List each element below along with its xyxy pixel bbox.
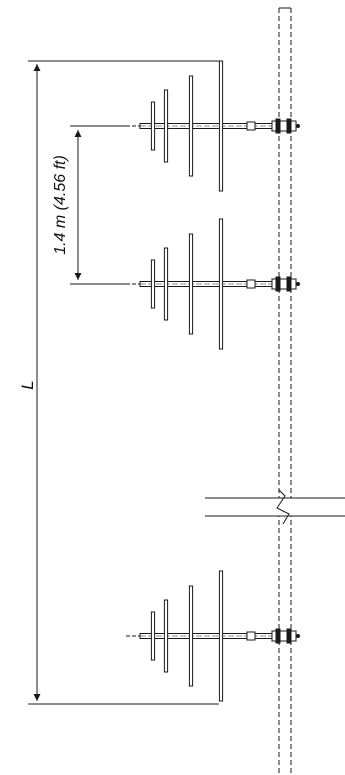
antenna-element-2 [163, 89, 169, 163]
total-length-label: L [18, 380, 37, 389]
clamp-nut [296, 282, 300, 286]
clamp-bolt-left [275, 276, 281, 292]
clamp-bolt-left [275, 628, 281, 644]
antenna-element-2 [163, 247, 169, 321]
antenna-element-1 [150, 101, 156, 151]
antenna-element-3 [188, 75, 194, 177]
total-length-dimension [28, 60, 219, 705]
antenna-element-2 [163, 599, 169, 673]
antenna-1 [126, 60, 300, 192]
antenna-element-4 [218, 570, 224, 702]
antenna-3 [126, 570, 300, 702]
antenna-group [126, 60, 300, 702]
clamp-nut [296, 124, 300, 128]
antenna-element-1 [150, 611, 156, 661]
feed-box [246, 121, 256, 131]
antenna-element-1 [150, 259, 156, 309]
clamp-nut [296, 634, 300, 638]
antenna-element-4 [218, 60, 224, 192]
mast [278, 7, 292, 773]
antenna-element-3 [188, 233, 194, 335]
spacing-dimension [70, 125, 126, 285]
clamp-bolt-right [286, 118, 292, 134]
feed-box [246, 631, 256, 641]
clamp-bolt-right [286, 276, 292, 292]
antenna-2 [126, 218, 300, 350]
clamp-bolt-right [286, 628, 292, 644]
clamp-bolt-left [275, 118, 281, 134]
antenna-element-3 [188, 585, 194, 687]
antenna-element-4 [218, 218, 224, 350]
spacing-label: 1.4 m (4.56 ft) [52, 155, 69, 255]
feed-box [246, 279, 256, 289]
break-symbol [203, 489, 345, 525]
